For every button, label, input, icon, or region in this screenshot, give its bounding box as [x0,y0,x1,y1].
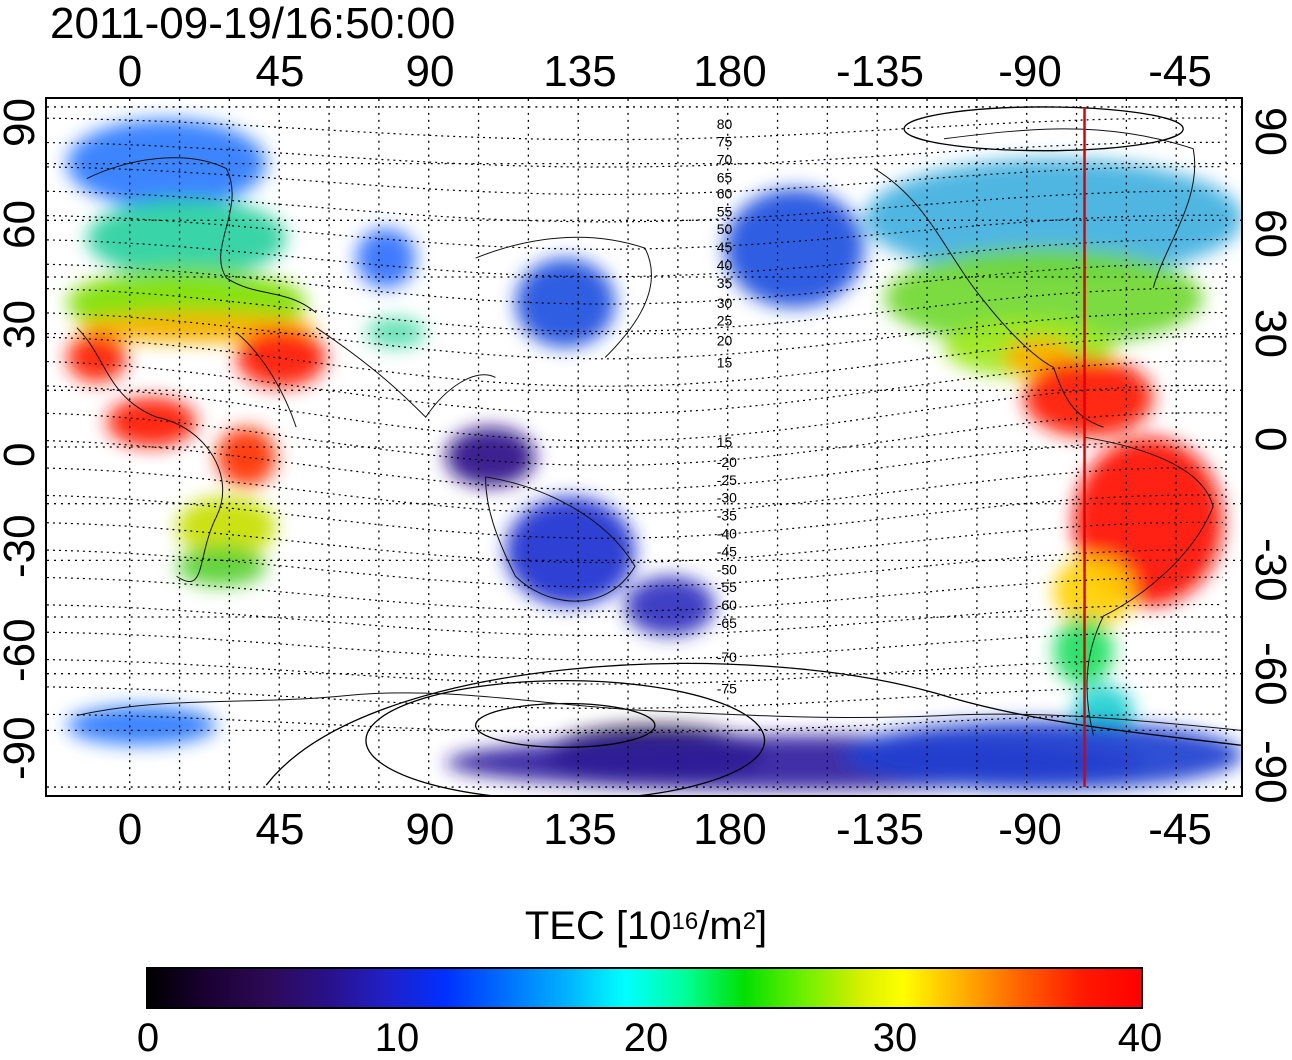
y-tick-right: 60 [1246,209,1292,258]
x-tick-bottom: 45 [255,805,305,854]
colorbar [146,967,1143,1009]
x-tick-top: -45 [1148,47,1212,96]
colorbar-tick: 10 [374,1016,420,1060]
contour-label: 55 [717,203,733,219]
contour-label: 35 [717,275,733,291]
x-tick-bottom: -135 [835,805,925,854]
x-tick-top: 90 [405,47,455,96]
contour-label: 80 [717,116,733,132]
contour-label: 40 [717,257,733,273]
contour-label: -55 [717,579,737,595]
contour-label: 50 [717,221,733,237]
y-tick-right: -60 [1246,642,1292,706]
y-tick-right: -30 [1246,538,1292,602]
colorbar-title: TEC [1016/m2] [524,904,768,948]
colorbar-tick: 0 [136,1016,160,1060]
contour-label: 45 [717,239,733,255]
y-tick-left: -30 [0,514,44,578]
x-tick-bottom: 0 [117,805,143,854]
y-tick-left: 60 [0,200,44,249]
contour-label: -35 [717,508,737,524]
contour-label: -50 [717,561,737,577]
contour-label: -60 [717,597,737,613]
tec-map: 80 75 70 65 60 55 50 45 40 35 30 25 20 15 15 -20 -25 -30 -… [45,97,1243,797]
magnetic-latitude-contours [47,106,1241,795]
colorbar-tick: 40 [1117,1016,1163,1060]
contour-label: -20 [717,454,737,470]
x-tick-bottom: 135 [543,805,617,854]
contour-label: 30 [717,295,733,311]
x-tick-top: 45 [255,47,305,96]
contour-label: -70 [717,649,737,665]
x-tick-top: 0 [117,47,143,96]
colorbar-tick: 30 [872,1016,918,1060]
y-tick-right: 30 [1246,309,1292,358]
graticule-grid [47,99,1241,795]
y-tick-right: 90 [1246,107,1292,156]
x-tick-top: 180 [693,47,767,96]
contour-label: 70 [717,152,733,168]
y-tick-right: -90 [1246,740,1292,804]
contour-label: 60 [717,185,733,201]
contour-label: -45 [717,543,737,559]
x-tick-bottom: -45 [1148,805,1212,854]
y-tick-left: -90 [0,716,44,780]
contour-label: 15 [717,354,733,370]
x-tick-top: -90 [998,47,1062,96]
contour-label: -25 [717,472,737,488]
contour-label: -75 [717,681,737,697]
contour-label: -40 [717,525,737,541]
contour-label: 20 [717,333,733,349]
x-tick-top: -135 [835,47,925,96]
y-tick-left: 30 [0,300,44,349]
contour-label: -65 [717,615,737,631]
contour-label: -30 [717,490,737,506]
contour-label: 75 [717,134,733,150]
x-tick-bottom: -90 [998,805,1062,854]
y-tick-left: 90 [0,98,44,147]
contour-label: 25 [717,313,733,329]
y-tick-right: 0 [1246,427,1292,452]
contour-label: 15 [717,434,733,450]
x-tick-bottom: 180 [693,805,767,854]
x-tick-bottom: 90 [405,805,455,854]
y-tick-left: 0 [0,443,44,491]
contour-label: 65 [717,170,733,186]
coastlines [76,128,1241,736]
y-tick-left: -60 [0,618,44,682]
timestamp-title: 2011-09-19/16:50:00 [50,0,456,48]
x-tick-top: 135 [543,47,617,96]
tec-data-layer [66,118,1241,791]
colorbar-tick: 20 [623,1016,669,1060]
